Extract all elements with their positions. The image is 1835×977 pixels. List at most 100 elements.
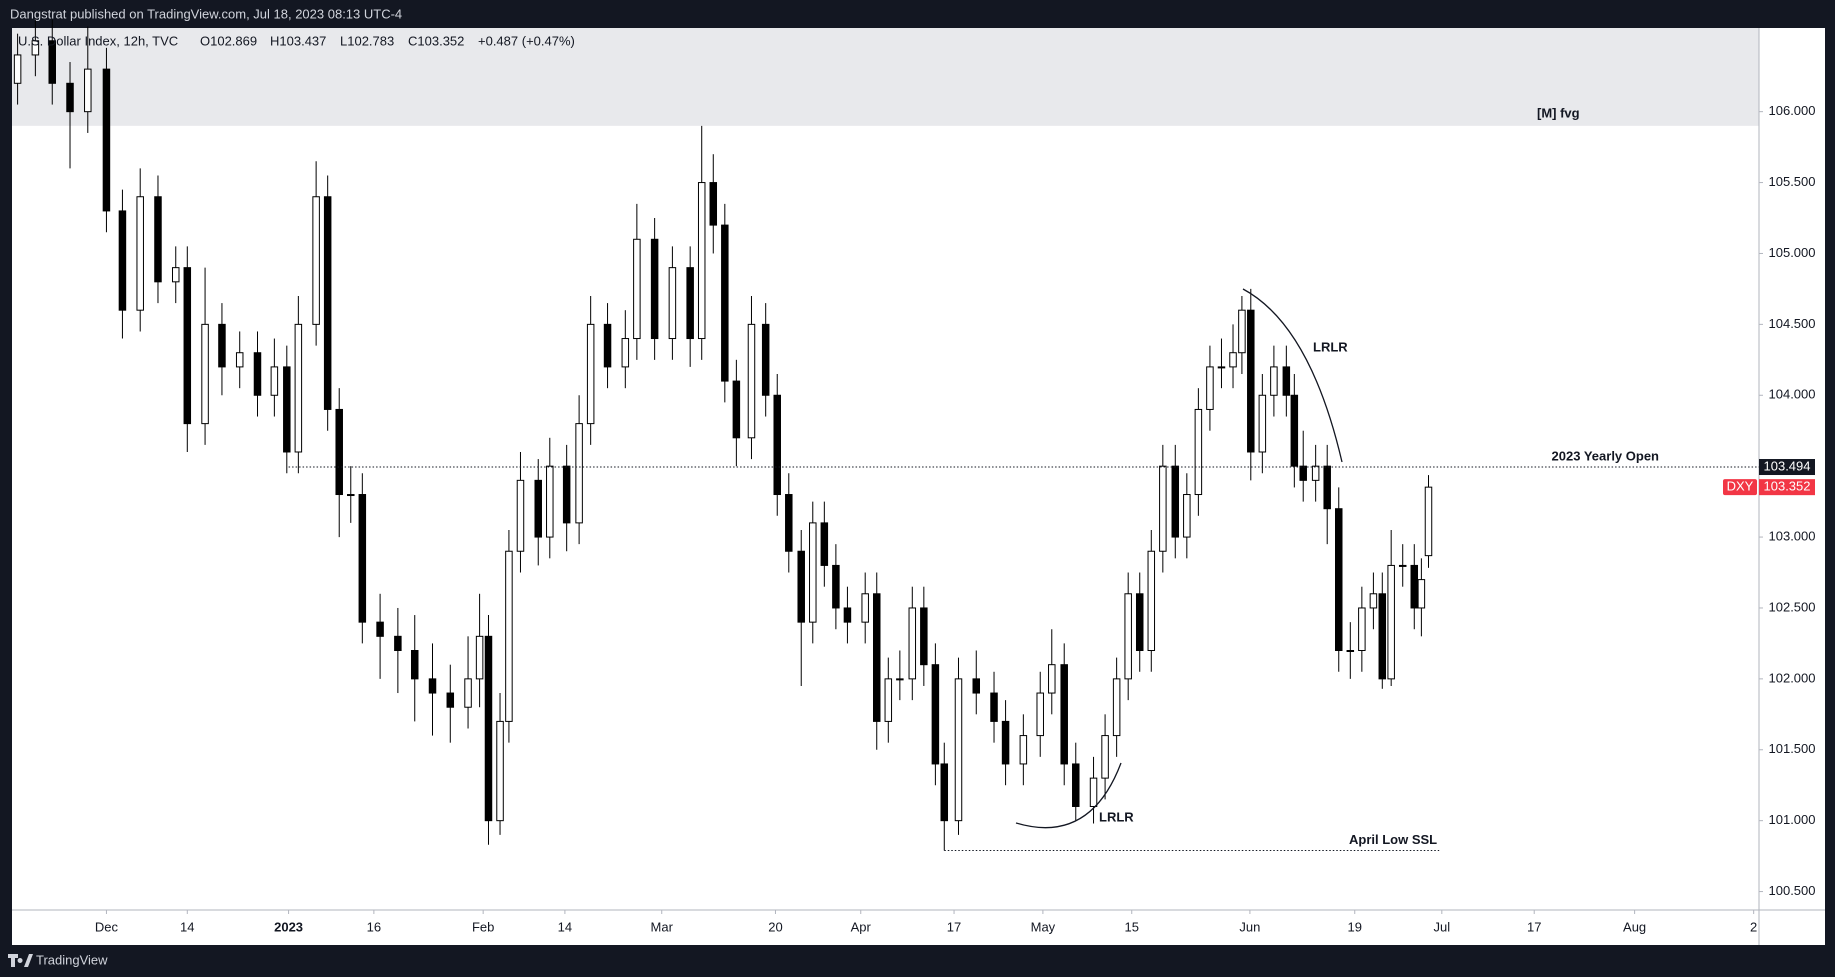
candle-body [136,196,144,311]
y-tick-label: 102.000 [1769,670,1816,685]
candle-body [1387,564,1395,680]
x-tick-label: Apr [851,919,872,934]
x-tick-label: 20 [768,919,782,934]
candle-body [1194,408,1203,496]
candle-body [1238,309,1246,354]
candle-body [1369,593,1378,609]
candle-body [394,635,402,652]
candle-body [972,678,981,694]
candle-body [747,323,756,439]
y-tick-label: 101.000 [1769,812,1816,827]
annotation: LRLR [1099,809,1134,824]
y-tick-label: 105.500 [1769,174,1816,189]
zone-label: [M] fvg [1537,105,1580,120]
x-tick-label: May [1031,919,1056,934]
legend-change: +0.487 (+0.47%) [478,33,575,48]
publisher: Dangstrat published on TradingView.com, … [10,6,402,21]
candle-body [1048,664,1056,694]
candle-body [347,494,355,497]
candle-body [1378,593,1387,680]
candle-body [1358,607,1366,652]
x-tick-label: 14 [558,919,572,934]
candle-body [773,394,781,496]
ticker-box [1723,479,1757,496]
candle-body [1072,763,1080,807]
level-label: April Low SSL [1349,832,1437,847]
last-price: 103.352 [1764,479,1811,494]
candle-body [697,182,706,340]
candle-body [516,479,525,552]
candle-body [1060,664,1068,765]
candle-body [283,366,291,453]
ticker: DXY [1727,479,1754,494]
brand: TradingView [8,952,108,967]
candle-body [575,423,583,524]
candle-body [171,267,180,283]
candle-body [931,664,940,765]
last-price-box [1759,479,1815,496]
candle-body [686,267,694,340]
plot [12,19,1759,851]
candle-body [908,607,917,680]
candle-body [1335,508,1343,652]
candle-body [446,692,455,708]
y-tick-label: 102.500 [1769,599,1816,614]
candle-body [721,224,729,382]
x-tick-label: Jul [1434,919,1451,934]
y-tick-label: 104.000 [1769,387,1816,402]
candle-body [709,182,718,226]
candle-body [1311,465,1320,481]
candle-body [376,621,384,637]
candle-body [1299,465,1307,481]
x-tick-label: Feb [472,919,494,934]
candle-body [1019,735,1028,765]
x-tick-label: 2023 [274,919,303,934]
annotation: LRLR [1313,339,1348,354]
x-tick-label: Aug [1623,919,1646,934]
candle-body [253,352,262,396]
candle-body [1290,394,1299,467]
candle-body [1001,720,1010,765]
candle-body [323,196,332,410]
candle-body [1036,692,1044,737]
legend: U.S. Dollar Index, 12h, TVC O102.869 H10… [18,33,575,48]
candle-body [1282,366,1291,396]
candle-body [1398,564,1407,567]
candle-body [1229,352,1237,368]
x-tick-label: Mar [651,919,674,934]
candle-body [410,650,419,680]
candle-body [832,564,840,609]
level-label: 2023 Yearly Open [1552,448,1660,463]
x-tick-label: Dec [95,919,119,934]
legend-close: C103.352 [408,33,464,48]
fvg-zone [12,28,1759,126]
x-tick-label: 16 [367,919,381,934]
candle-body [13,54,22,84]
legend-high: H103.437 [270,33,326,48]
candle-body [1101,735,1109,779]
candle-body [797,550,805,623]
legend-open: O102.869 [200,33,257,48]
candle-body [294,323,303,453]
candle-body [785,494,793,552]
candle-body [235,352,244,368]
candle-body [358,494,367,623]
candle-body [562,465,571,524]
legend-symbol: U.S. Dollar Index, 12h, TVC [18,33,178,48]
x-tick-label: 15 [1125,919,1139,934]
candle-body [31,40,40,56]
candle-body [1159,465,1167,552]
candle-body [586,323,595,425]
candle-body [84,68,92,113]
candle-body [1217,366,1226,369]
candle-body [218,323,226,368]
candle-body [621,338,630,368]
candle-body [668,267,677,340]
candle-body [603,323,612,368]
candle-body [1270,366,1278,396]
candle-body [1135,593,1144,652]
x-tick-label: Jun [1239,919,1260,934]
candle-body [633,238,641,340]
candle-body [505,550,513,722]
